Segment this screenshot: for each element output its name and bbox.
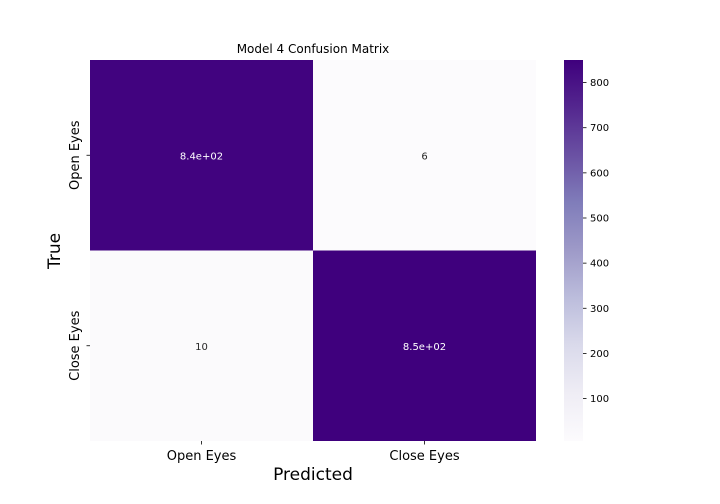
y-tick-labels: Open Eyes Close Eyes: [68, 120, 90, 381]
colorbar-tick-label: 200: [590, 349, 609, 360]
heatmap-cell: [313, 250, 536, 441]
heatmap-cell: [90, 250, 313, 441]
y-axis-label: True: [45, 233, 65, 270]
cell-annotation: 8.4e+02: [180, 151, 223, 162]
heatmap-annotations: 8.4e+02 6 10 8.5e+02: [180, 151, 446, 353]
x-tick-labels: Open Eyes Close Eyes: [167, 441, 460, 464]
y-tick-label: Open Eyes: [68, 120, 83, 190]
colorbar-tick-label: 800: [590, 78, 609, 89]
colorbar-tick-label: 400: [590, 259, 609, 270]
x-axis-label: Predicted: [273, 465, 353, 485]
colorbar-tick-label: 700: [590, 123, 609, 134]
chart-title: Model 4 Confusion Matrix: [237, 42, 390, 56]
colorbar-tick-label: 500: [590, 213, 609, 224]
heatmap-cell: [90, 60, 313, 251]
x-tick-label: Close Eyes: [389, 449, 459, 464]
cell-annotation: 10: [195, 342, 208, 353]
cell-annotation: 6: [421, 151, 427, 162]
colorbar-tick-label: 100: [590, 394, 609, 405]
colorbar-ticks: 100 200 300 400 500 600 700 800: [583, 78, 609, 405]
y-tick-label: Close Eyes: [68, 310, 83, 380]
colorbar: [564, 60, 583, 441]
heatmap-cells: [90, 60, 536, 441]
colorbar-tick-label: 300: [590, 304, 609, 315]
heatmap-cell: [313, 60, 536, 251]
cell-annotation: 8.5e+02: [403, 342, 446, 353]
colorbar-tick-label: 600: [590, 168, 609, 179]
x-tick-label: Open Eyes: [167, 449, 237, 464]
